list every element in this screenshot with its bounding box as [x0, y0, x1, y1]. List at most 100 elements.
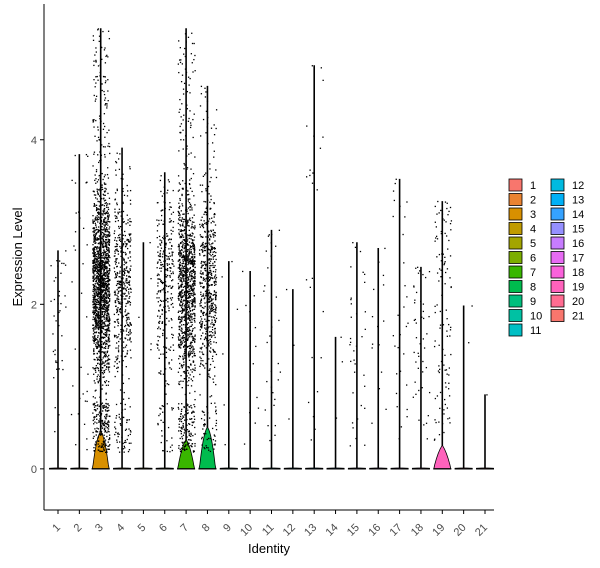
data-point	[177, 175, 180, 177]
data-point	[93, 264, 95, 267]
violin-19	[433, 201, 452, 470]
data-point	[189, 284, 191, 286]
data-point	[194, 284, 196, 286]
data-point	[178, 278, 180, 280]
data-point	[177, 336, 180, 338]
data-point	[211, 328, 214, 331]
data-point	[94, 86, 96, 88]
data-point	[96, 237, 98, 239]
data-point	[95, 326, 98, 328]
data-point	[189, 363, 192, 366]
data-point	[86, 390, 88, 393]
data-point	[104, 354, 106, 357]
data-point	[180, 272, 183, 274]
data-point	[209, 450, 212, 453]
data-point	[93, 126, 95, 128]
data-point	[158, 321, 160, 323]
data-point	[194, 341, 196, 343]
data-point	[103, 370, 105, 372]
data-point	[309, 169, 311, 171]
data-point	[119, 284, 122, 286]
data-point	[180, 450, 182, 452]
data-point	[396, 373, 398, 375]
data-point	[311, 182, 314, 184]
data-point	[94, 248, 96, 251]
data-point	[103, 274, 106, 276]
data-point	[403, 262, 405, 264]
data-point	[103, 197, 105, 199]
data-point	[92, 227, 94, 230]
data-point	[101, 284, 103, 286]
data-point	[93, 313, 95, 316]
data-point	[183, 361, 185, 363]
data-point	[191, 242, 194, 244]
data-point	[126, 438, 128, 441]
data-point	[98, 212, 100, 214]
data-point	[98, 249, 101, 252]
data-point	[335, 417, 338, 419]
data-point	[189, 406, 191, 408]
data-point	[190, 262, 192, 264]
data-point	[212, 233, 214, 235]
data-point	[103, 221, 106, 223]
data-point	[99, 325, 102, 328]
data-point	[165, 324, 167, 326]
data-point	[364, 444, 366, 446]
data-point	[99, 352, 101, 354]
data-point	[181, 301, 183, 303]
data-point	[163, 201, 165, 203]
data-point	[94, 299, 96, 302]
data-point	[193, 260, 195, 262]
data-point	[163, 287, 165, 289]
points-3	[91, 28, 111, 470]
data-point	[373, 288, 375, 291]
data-point	[191, 445, 193, 448]
data-point	[94, 405, 97, 407]
data-point	[93, 340, 95, 342]
data-point	[94, 278, 96, 280]
x-tick-label: 2	[72, 522, 85, 535]
data-point	[213, 293, 215, 296]
data-point	[99, 253, 101, 255]
data-point	[98, 235, 101, 237]
data-point	[184, 226, 186, 228]
data-point	[102, 239, 104, 241]
data-point	[117, 349, 120, 351]
data-point	[162, 373, 165, 375]
data-point	[184, 246, 186, 249]
data-point	[185, 384, 187, 386]
data-point	[204, 327, 206, 329]
data-point	[118, 208, 121, 210]
data-point	[125, 243, 127, 245]
data-point	[114, 321, 116, 323]
data-point	[191, 411, 193, 414]
data-point	[158, 259, 160, 261]
data-point	[187, 120, 190, 122]
data-point	[181, 305, 183, 307]
data-point	[208, 248, 210, 251]
data-point	[214, 280, 217, 282]
data-point	[124, 251, 126, 254]
data-point	[96, 427, 98, 429]
legend-label: 11	[530, 325, 541, 337]
data-point	[98, 306, 101, 308]
data-point	[114, 246, 116, 248]
data-point	[95, 310, 97, 312]
data-point	[162, 300, 165, 302]
data-point	[206, 319, 208, 321]
data-point	[450, 229, 452, 231]
data-point	[186, 295, 188, 297]
data-point	[94, 246, 97, 248]
data-point	[274, 398, 276, 401]
data-point	[98, 324, 100, 326]
data-point	[177, 63, 179, 65]
data-point	[158, 357, 160, 359]
data-point	[191, 313, 194, 315]
data-point	[194, 406, 196, 408]
data-point	[186, 260, 188, 262]
data-point	[92, 252, 94, 255]
data-point	[101, 243, 104, 246]
data-point	[97, 317, 99, 319]
data-point	[183, 295, 185, 297]
data-point	[93, 259, 95, 262]
